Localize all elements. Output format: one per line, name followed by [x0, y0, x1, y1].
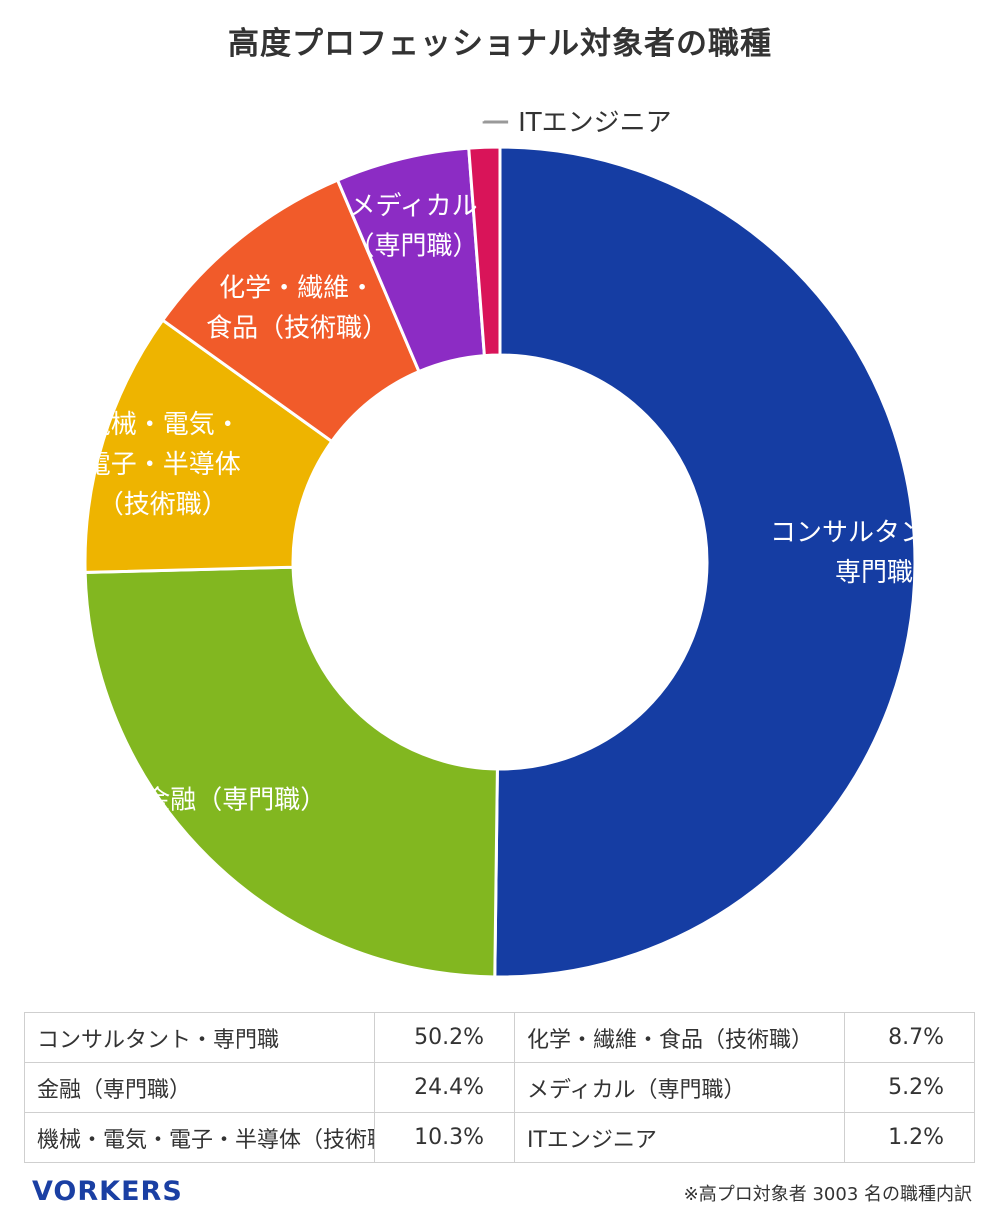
- legend-label: 化学・繊維・食品（技術職）: [514, 1012, 845, 1063]
- legend-label: ITエンジニア: [514, 1112, 845, 1163]
- slice-label: 化学・繊維・食品（技術職）: [206, 273, 388, 343]
- chart-title: 高度プロフェッショナル対象者の職種: [228, 26, 772, 62]
- slice-label-line: 専門職: [835, 558, 913, 588]
- leader-line: [482, 120, 509, 124]
- slice-label: メディカル （専門職）: [349, 191, 479, 261]
- slice-label: ITエンジニア: [518, 108, 672, 138]
- legend-value: 5.2%: [844, 1062, 975, 1113]
- legend-label: コンサルタント・専門職: [24, 1012, 375, 1063]
- legend-label: 金融（専門職）: [24, 1062, 375, 1113]
- legend-value: 1.2%: [844, 1112, 975, 1163]
- legend-value: 50.2%: [374, 1012, 515, 1063]
- legend-label: メディカル（専門職）: [514, 1062, 845, 1113]
- table-row: 機械・電気・電子・半導体（技術職） 10.3% ITエンジニア 1.2%: [24, 1112, 975, 1163]
- table-row: コンサルタント・専門職 50.2% 化学・繊維・食品（技術職） 8.7%: [24, 1012, 975, 1063]
- slice-label-line: （技術職）: [98, 490, 228, 520]
- slice-label-line: メディカル: [349, 191, 477, 221]
- legend-label: 機械・電気・電子・半導体（技術職）: [24, 1112, 375, 1163]
- slice-label-line: 食品（技術職）: [206, 313, 388, 343]
- pie-slice: [467, 145, 502, 358]
- footnote: ※高プロ対象者 3003 名の職種内訳: [683, 1184, 972, 1205]
- legend-table: コンサルタント・専門職 50.2% 化学・繊維・食品（技術職） 8.7% 金融（…: [24, 1012, 975, 1163]
- slice-label-line: 電子・半導体: [85, 450, 241, 480]
- table-row: 金融（専門職） 24.4% メディカル（専門職） 5.2%: [24, 1062, 975, 1113]
- slice-label-line: 金融（専門職）: [144, 786, 326, 816]
- vorkers-logo: VORKERS: [32, 1176, 183, 1207]
- slice-label-line: コンサルタント・: [770, 518, 978, 548]
- slice-label-line: ITエンジニア: [518, 108, 672, 138]
- slice-label: コンサルタント・専門職: [770, 518, 978, 588]
- slice-label-line: 化学・繊維・: [219, 273, 375, 303]
- slice-label: 金融（専門職）: [144, 786, 326, 816]
- slice-label-line: 機械・電気・: [85, 410, 241, 440]
- slice-label: 機械・電気・電子・半導体 （技術職）: [85, 410, 241, 520]
- pie-slice: [83, 565, 499, 979]
- pie-slice: [493, 145, 917, 979]
- slice-label-line: （専門職）: [349, 231, 479, 261]
- legend-value: 10.3%: [374, 1112, 515, 1163]
- legend-value: 24.4%: [374, 1062, 515, 1113]
- legend-value: 8.7%: [844, 1012, 975, 1063]
